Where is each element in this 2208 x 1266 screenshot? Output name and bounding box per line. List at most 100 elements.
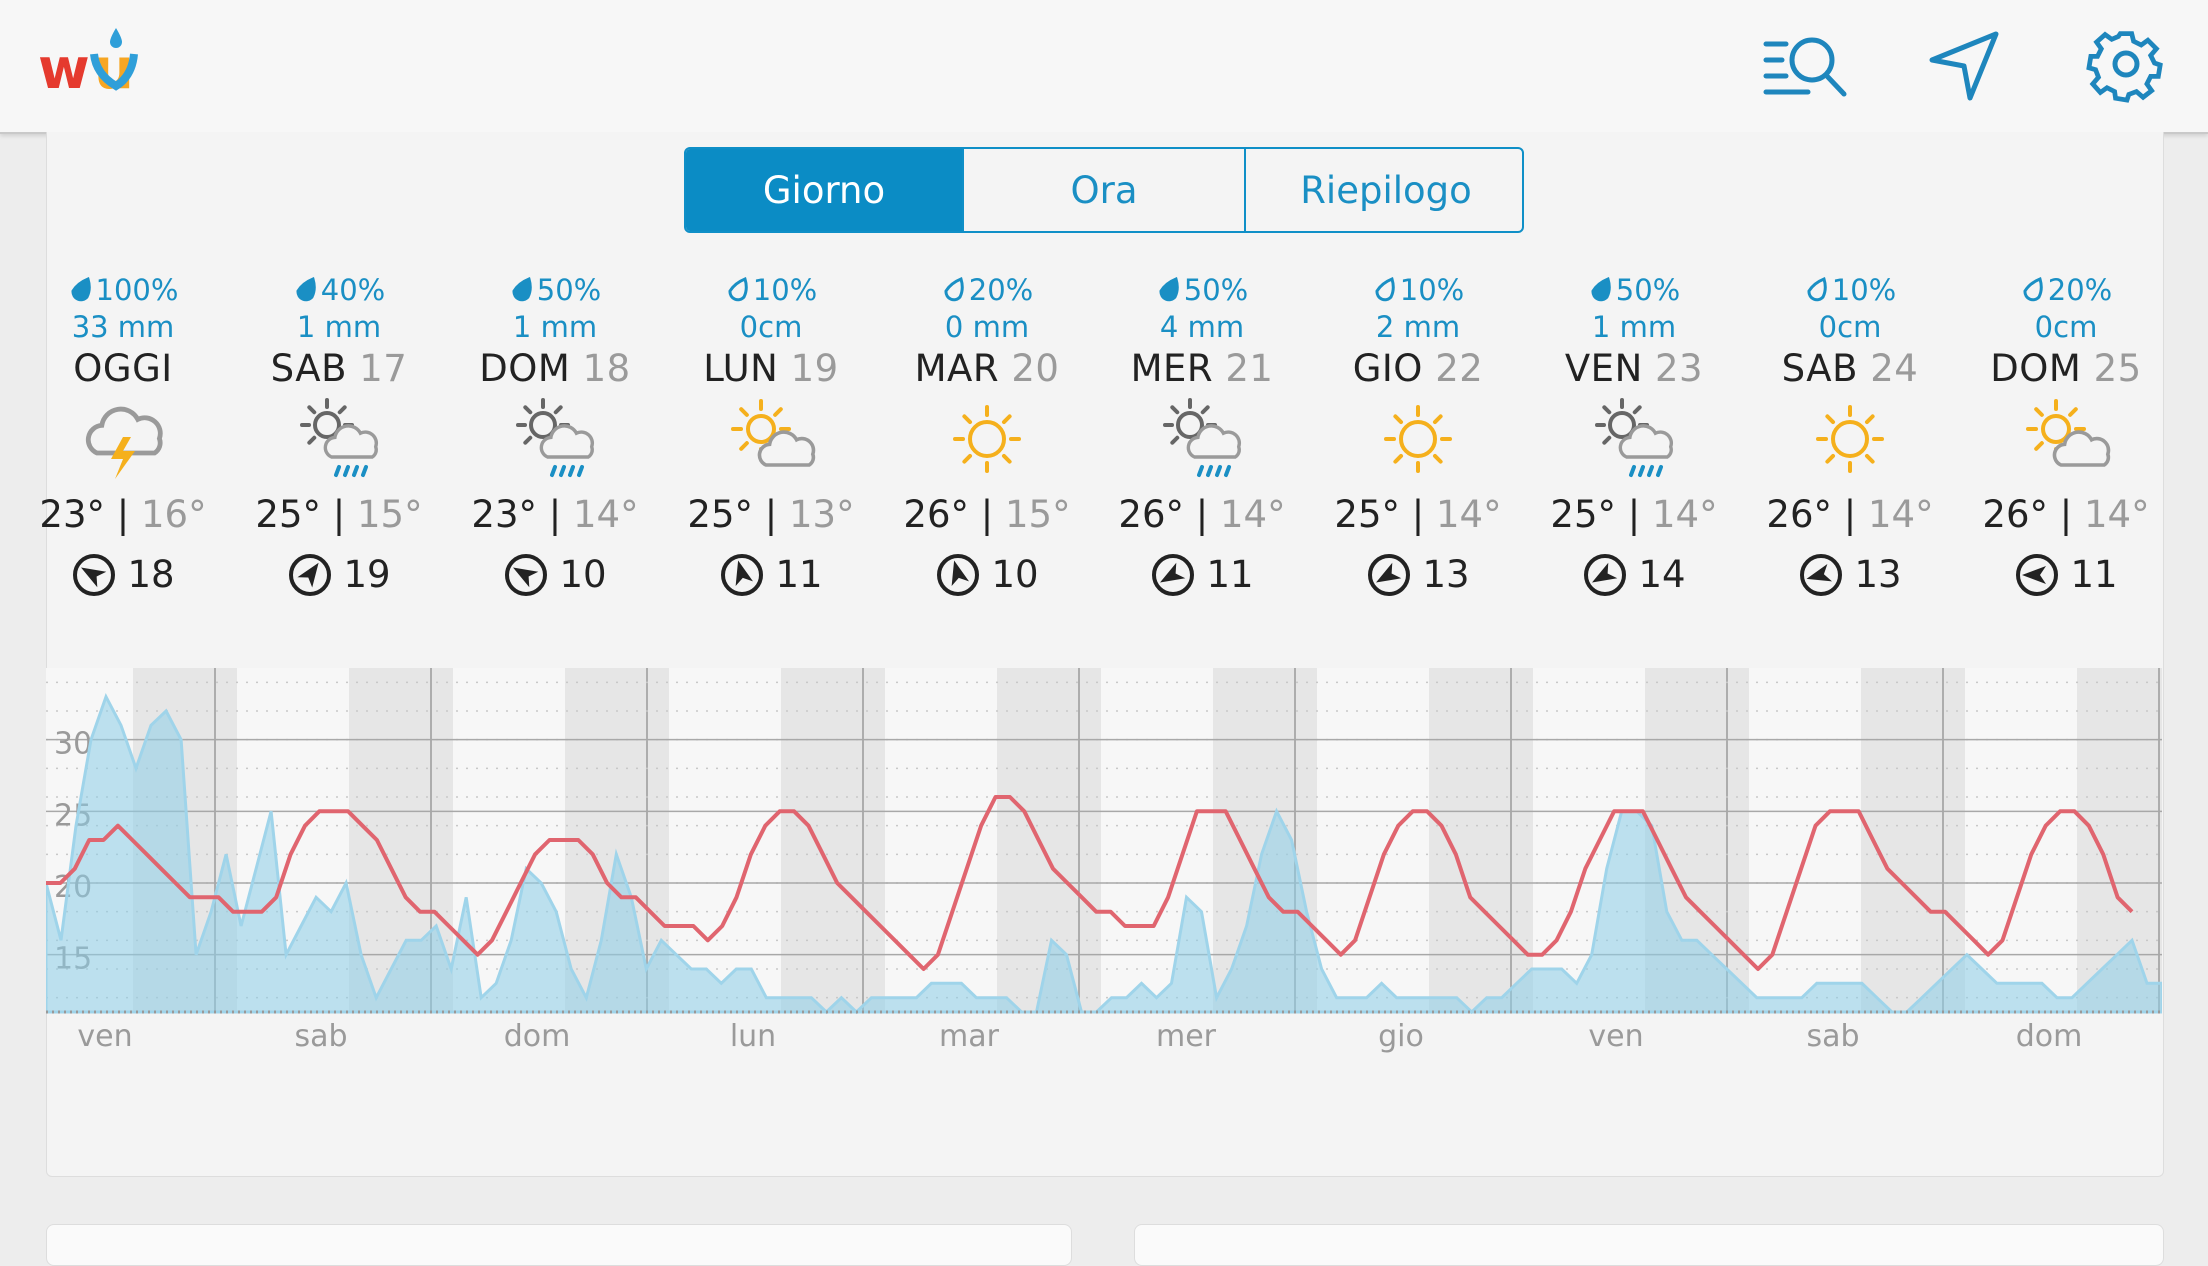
weather-icon-wrap [239,392,439,488]
x-tick-label: mar [939,1019,1000,1054]
sun-icon [1384,405,1452,473]
raindrop-icon [728,277,748,302]
wind-direction-icon [1152,554,1195,596]
temp-precip-chart: 30252015vensabdomlunmarmergiovensabdom [46,668,2162,1054]
day-label: MER 21 [1130,347,1274,390]
x-tick-label: mer [1156,1019,1217,1054]
search-list-icon[interactable] [1760,24,1852,104]
day-column[interactable]: 10% 0cm SAB 24 26° | 14° 13 [1750,272,1950,608]
sun-cloud-rain-icon [1595,398,1673,477]
precip-chance: 10% [671,272,871,308]
day-column[interactable]: 20% 0cm DOM 25 26° | 14° 11 [1966,272,2166,608]
wu-logo[interactable]: w u [36,24,144,104]
tab-ora[interactable]: Ora [962,149,1244,231]
day-column[interactable]: 10% 2 mm GIO 22 25° | 14° 13 [1318,272,1518,608]
night-band [1429,668,1533,1012]
thunderstorm-icon [85,406,163,479]
precip-amount: 1 mm [1591,310,1677,344]
day-column[interactable]: 100% 33 mm OGGI 23° | 16° 18 [23,272,223,608]
temperature-range: 25° | 13° [687,493,855,536]
x-tick-label: sab [294,1019,347,1054]
day-label: VEN 23 [1564,347,1704,390]
day-label: DOM 25 [1990,347,2142,390]
temperature-line [46,795,2134,971]
wind-direction-icon [289,554,332,596]
x-tick-label: dom [504,1019,571,1054]
weather-icon-wrap [1750,392,1950,488]
temperature-range: 26° | 15° [903,493,1071,536]
precip-amount: 2 mm [1375,310,1461,344]
precip-chance: 50% [455,272,655,308]
raindrop-icon [512,277,532,302]
precip-chance: 40% [239,272,439,308]
x-tick-label: dom [2016,1019,2083,1054]
sun-cloud-rain-icon [516,398,594,477]
precip-chance: 50% [1102,272,1302,308]
day-label: MAR 20 [914,347,1060,390]
day-column[interactable]: 50% 1 mm VEN 23 25° | 14° 14 [1534,272,1734,608]
sun-cloud-rain-icon [300,398,378,477]
partly-cloudy-icon [731,399,816,467]
wind-speed: 19 [239,542,439,608]
precip-chance: 20% [887,272,1087,308]
sun-icon [953,405,1021,473]
precip-amount: 0cm [1818,310,1882,344]
partly-cloudy-icon [2026,399,2111,467]
day-column[interactable]: 40% 1 mm SAB 17 25° | 15° 19 [239,272,439,608]
night-band [1861,668,1965,1012]
day-column[interactable]: 50% 1 mm DOM 18 23° | 14° 10 [455,272,655,608]
sun-cloud-rain-icon [1163,398,1241,477]
wind-direction-icon [2016,554,2059,596]
y-tick-label: 30 [54,727,92,762]
raindrop-icon [2023,277,2043,302]
raindrop-icon [1807,277,1827,302]
tab-riepilogo[interactable]: Riepilogo [1244,149,1522,231]
precip-amount: 1 mm [512,310,598,344]
day-label: OGGI [73,347,173,390]
wind-direction-icon [505,554,548,596]
raindrop-icon [1159,277,1179,302]
temperature-range: 25° | 14° [1334,493,1502,536]
gear-icon[interactable] [2080,24,2172,104]
weather-icon-wrap [1966,392,2166,488]
wind-speed: 13 [1318,542,1518,608]
day-label: SAB 24 [1781,347,1919,390]
wind-speed: 11 [671,542,871,608]
wind-direction-icon [73,554,116,596]
weather-icon-wrap [1318,392,1518,488]
precip-amount: 1 mm [296,310,382,344]
weather-icon-wrap [455,392,655,488]
raindrop-icon [1591,277,1611,302]
temperature-range: 25° | 14° [1550,493,1718,536]
svg-text:w: w [38,37,90,102]
temperature-range: 23° | 16° [39,493,207,536]
tab-giorno[interactable]: Giorno [686,149,962,231]
day-label: GIO 22 [1352,347,1484,390]
weather-icon-wrap [671,392,871,488]
day-column[interactable]: 10% 0cm LUN 19 25° | 13° 11 [671,272,871,608]
precip-chance: 10% [1318,272,1518,308]
precip-amount: 4 mm [1159,310,1245,344]
temperature-range: 26° | 14° [1118,493,1286,536]
x-tick-label: gio [1378,1019,1424,1054]
weather-icon-wrap [23,392,223,488]
day-column[interactable]: 50% 4 mm MER 21 26° | 14° 11 [1102,272,1302,608]
precip-amount: 0 mm [944,310,1030,344]
precip-chance: 10% [1750,272,1950,308]
day-label: DOM 18 [479,347,631,390]
wind-direction-icon [1368,554,1411,596]
wind-speed: 11 [1102,542,1302,608]
sun-icon [1816,405,1884,473]
raindrop-icon [296,277,316,302]
weather-icon-wrap [1102,392,1302,488]
precip-chance: 100% [23,272,223,308]
raindrop-icon [71,277,91,302]
precip-amount: 0cm [2034,310,2098,344]
day-column[interactable]: 20% 0 mm MAR 20 26° | 15° 10 [887,272,1087,608]
temperature-range: 26° | 14° [1766,493,1934,536]
wind-direction-icon [1800,554,1843,596]
location-arrow-icon[interactable] [1920,24,2012,104]
x-tick-label: ven [77,1019,132,1054]
temperature-range: 23° | 14° [471,493,639,536]
x-tick-label: lun [730,1019,776,1054]
